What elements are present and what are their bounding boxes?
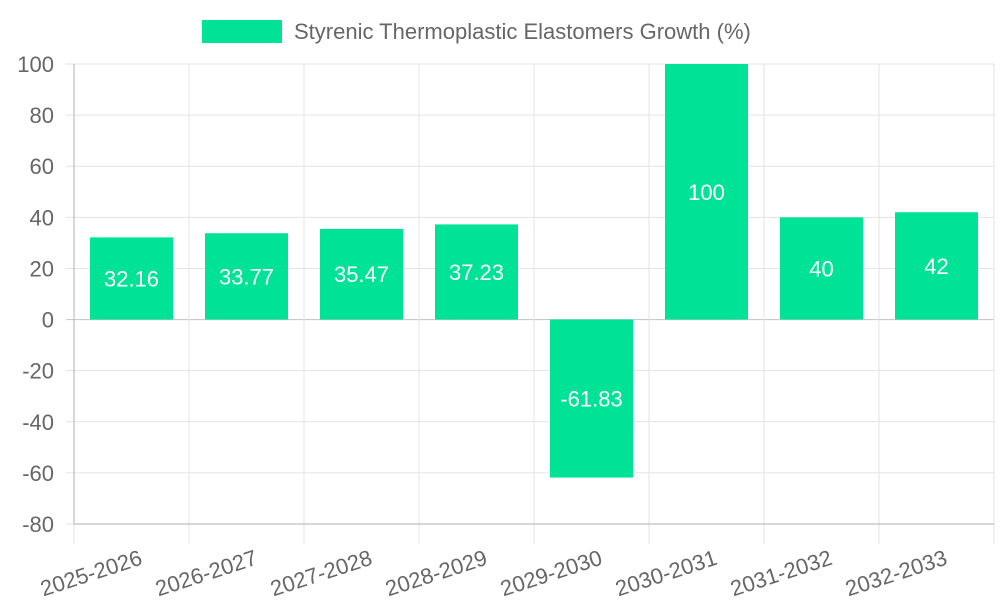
bars (90, 64, 978, 478)
bar[interactable] (665, 64, 748, 320)
y-tick-label: -40 (22, 410, 54, 435)
bar[interactable] (780, 217, 863, 320)
legend-label[interactable]: Styrenic Thermoplastic Elastomers Growth… (294, 19, 751, 44)
x-tick-label: 2028-2029 (382, 545, 490, 600)
y-tick-label: -20 (22, 359, 54, 384)
bar[interactable] (895, 212, 978, 320)
bar[interactable] (550, 319, 633, 478)
data-labels: 32.16 33.77 35.47 37.23 -61.83 100 40 42 (104, 180, 949, 412)
data-label: 42 (924, 254, 948, 279)
data-label: -61.83 (560, 387, 622, 412)
data-label: 37.23 (449, 260, 504, 285)
x-tick-label: 2030-2031 (612, 545, 720, 600)
y-tick-label: 100 (17, 52, 54, 77)
axes: 100 80 60 40 20 0 -20 -40 -60 -80 2025-2026 2026-20… (17, 52, 994, 600)
bar[interactable] (90, 237, 173, 320)
data-label: 100 (688, 180, 725, 205)
x-tick-label: 2027-2028 (267, 545, 375, 600)
data-label: 40 (809, 256, 833, 281)
bar[interactable] (205, 233, 288, 320)
data-label: 33.77 (219, 264, 274, 289)
x-tick-label: 2031-2032 (727, 545, 835, 600)
legend-swatch[interactable] (202, 20, 282, 43)
x-tick-label: 2032-2033 (842, 545, 950, 600)
x-tick-label: 2025-2026 (37, 545, 145, 600)
y-tick-label: 0 (42, 308, 54, 333)
bar[interactable] (320, 228, 403, 320)
bar[interactable] (435, 224, 518, 320)
y-tick-label: 80 (30, 103, 54, 128)
x-tick-label: 2026-2027 (152, 545, 260, 600)
y-tick-label: -80 (22, 512, 54, 537)
y-tick-label: 40 (30, 205, 54, 230)
y-tick-label: 20 (30, 256, 54, 281)
y-tick-label: 60 (30, 154, 54, 179)
legend[interactable]: Styrenic Thermoplastic Elastomers Growth… (202, 19, 751, 44)
x-tick-label: 2029-2030 (497, 545, 605, 600)
y-tick-label: -60 (22, 461, 54, 486)
data-label: 32.16 (104, 266, 159, 291)
data-label: 35.47 (334, 262, 389, 287)
